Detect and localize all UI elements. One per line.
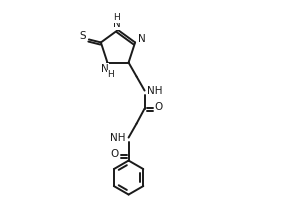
Text: NH: NH xyxy=(147,86,162,96)
Text: N: N xyxy=(113,19,121,29)
Text: N: N xyxy=(100,64,108,74)
Text: O: O xyxy=(154,102,163,112)
Text: O: O xyxy=(110,149,119,159)
Text: NH: NH xyxy=(110,133,125,143)
Text: N: N xyxy=(138,34,146,44)
Text: H: H xyxy=(114,14,120,22)
Text: S: S xyxy=(80,31,86,41)
Text: H: H xyxy=(107,70,114,79)
